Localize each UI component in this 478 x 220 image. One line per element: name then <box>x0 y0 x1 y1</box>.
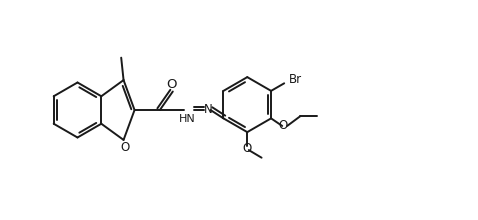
Text: O: O <box>243 141 252 155</box>
Text: O: O <box>279 119 288 132</box>
Text: O: O <box>120 141 129 154</box>
Text: Br: Br <box>289 73 302 86</box>
Text: O: O <box>166 77 177 90</box>
Text: HN: HN <box>179 114 196 123</box>
Text: N: N <box>204 103 213 116</box>
